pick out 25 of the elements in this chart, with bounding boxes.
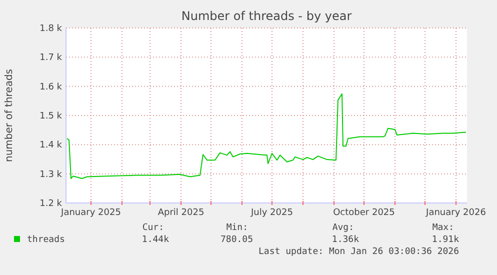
y-tick-label: 1.2 k: [40, 199, 63, 209]
text: Avg:: [332, 223, 354, 233]
text: 1.36k: [332, 235, 360, 245]
x-tick-label: January 2026: [425, 208, 486, 218]
text: 1.44k: [142, 235, 170, 245]
text: Max:: [432, 223, 454, 233]
y-tick-label: 1.7 k: [40, 53, 63, 64]
legend-label: threads: [27, 235, 65, 245]
text: 780.05: [220, 235, 253, 245]
text: Min:: [226, 223, 248, 233]
x-tick-label: July 2025: [250, 208, 293, 218]
y-tick-label: 1.3 k: [40, 170, 63, 180]
chart-title: Number of threads - by year: [181, 9, 352, 23]
x-tick-label: January 2025: [60, 208, 121, 218]
x-tick-label: April 2025: [158, 208, 204, 218]
y-axis-title: number of threads: [4, 68, 15, 162]
y-tick-label: 1.8 k: [40, 24, 63, 34]
text: 1.91k: [432, 235, 460, 245]
x-tick-label: October 2025: [333, 208, 395, 218]
text: Last update: Mon Jan 26 03:00:36 2026: [258, 247, 459, 257]
y-tick-label: 1.5 k: [40, 112, 63, 122]
text: Cur:: [142, 223, 164, 233]
line-series: [66, 93, 466, 179]
y-tick-label: 1.6 k: [40, 82, 63, 92]
y-tick-label: 1.4 k: [40, 140, 63, 151]
